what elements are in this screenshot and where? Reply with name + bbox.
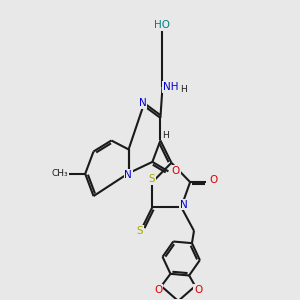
Text: N: N [180, 200, 188, 210]
Text: N: N [139, 98, 147, 108]
Text: S: S [136, 226, 143, 236]
Text: HO: HO [154, 20, 170, 30]
Text: O: O [194, 285, 202, 295]
Text: O: O [172, 166, 180, 176]
Text: S: S [148, 174, 155, 184]
Text: CH₃: CH₃ [52, 169, 69, 178]
Text: O: O [154, 285, 162, 295]
Text: O: O [210, 175, 218, 185]
Text: H: H [181, 85, 187, 94]
Text: NH: NH [163, 82, 178, 92]
Text: N: N [124, 170, 132, 180]
Text: H: H [162, 130, 169, 140]
